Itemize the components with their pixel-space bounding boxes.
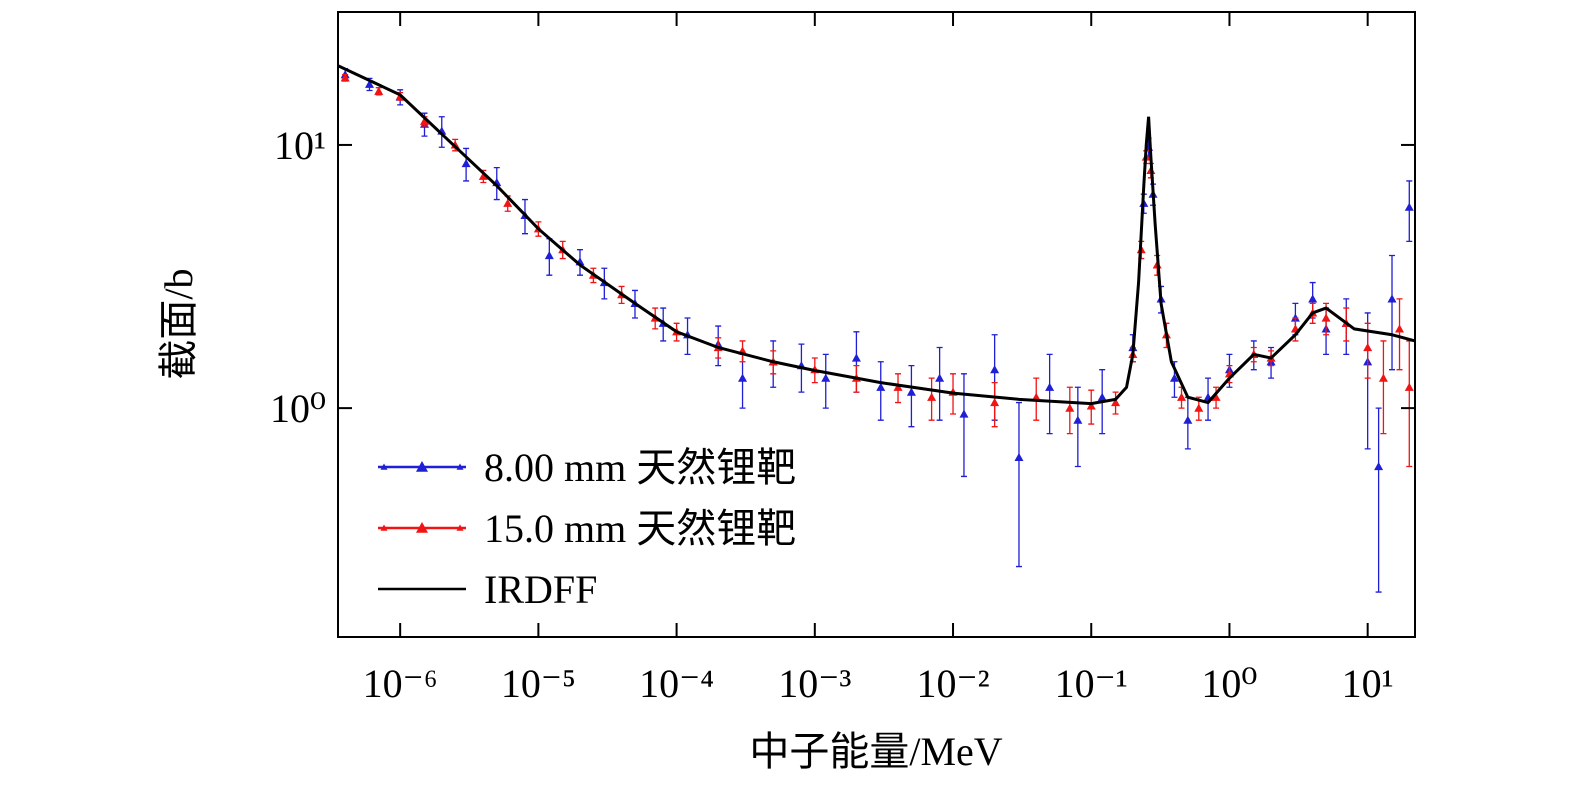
data-point bbox=[906, 387, 916, 396]
data-point bbox=[1211, 392, 1221, 401]
error-bar bbox=[960, 373, 967, 478]
data-point bbox=[738, 373, 748, 382]
legend-marker bbox=[380, 463, 388, 470]
data-point bbox=[1404, 382, 1414, 391]
error-bar bbox=[1375, 407, 1382, 593]
error-bar bbox=[1046, 353, 1053, 435]
data-point bbox=[503, 198, 513, 207]
error-bar bbox=[1406, 340, 1413, 468]
data-point bbox=[1073, 415, 1083, 424]
data-point bbox=[1374, 462, 1384, 471]
plot-area bbox=[338, 64, 1415, 593]
reference-line bbox=[338, 64, 1415, 406]
data-point bbox=[1111, 398, 1121, 407]
data-point bbox=[1065, 403, 1075, 412]
y-axis-label: 截面/b bbox=[156, 268, 201, 379]
x-tick-label: 10⁻² bbox=[916, 661, 989, 706]
data-point bbox=[1378, 373, 1388, 382]
data-point bbox=[1045, 382, 1055, 391]
data-point bbox=[1097, 392, 1107, 401]
data-point bbox=[927, 392, 937, 401]
data-point bbox=[959, 409, 969, 418]
legend-marker bbox=[416, 461, 428, 472]
error-bar bbox=[1406, 180, 1413, 243]
data-point bbox=[821, 373, 831, 382]
x-tick-label: 10⁻⁶ bbox=[363, 661, 438, 706]
data-point bbox=[1308, 294, 1318, 303]
error-bar bbox=[908, 365, 915, 428]
legend-label: 8.00 mm 天然锂靶 bbox=[484, 445, 796, 490]
data-point bbox=[876, 382, 886, 391]
data-point bbox=[851, 353, 861, 362]
data-point bbox=[1014, 452, 1024, 461]
data-point bbox=[478, 171, 488, 180]
data-point bbox=[990, 365, 1000, 374]
x-tick-label: 10⁻¹ bbox=[1055, 661, 1128, 706]
y-tick-label: 10⁰ bbox=[270, 386, 326, 431]
legend-marker bbox=[456, 463, 464, 470]
data-point bbox=[374, 86, 384, 95]
data-point bbox=[340, 73, 350, 82]
error-bar bbox=[1015, 401, 1022, 568]
data-point bbox=[420, 116, 430, 125]
x-axis-label: 中子能量/MeV bbox=[749, 729, 1002, 774]
error-bar bbox=[1074, 386, 1081, 468]
x-tick-label: 10¹ bbox=[1342, 661, 1394, 706]
data-point bbox=[461, 159, 471, 168]
data-point bbox=[1086, 401, 1096, 410]
data-point bbox=[365, 79, 375, 88]
data-point bbox=[935, 373, 945, 382]
data-point bbox=[544, 251, 554, 260]
error-bar bbox=[1380, 340, 1387, 435]
data-point bbox=[1183, 415, 1193, 424]
legend-marker bbox=[456, 524, 464, 531]
x-tick-label: 10⁻⁴ bbox=[639, 661, 714, 706]
legend-marker bbox=[380, 524, 388, 531]
plot-frame bbox=[337, 11, 1416, 638]
data-point bbox=[1363, 342, 1373, 352]
y-tick-label: 10¹ bbox=[274, 123, 326, 168]
data-point bbox=[1169, 373, 1179, 382]
data-point bbox=[893, 382, 903, 391]
error-bar bbox=[877, 361, 884, 421]
x-tick-label: 10⁻³ bbox=[778, 661, 851, 706]
error-bar bbox=[936, 346, 943, 421]
data-point bbox=[990, 398, 1000, 407]
data-point bbox=[1321, 313, 1331, 322]
error-bar bbox=[1389, 254, 1396, 371]
data-point bbox=[1387, 294, 1397, 303]
legend-marker bbox=[416, 522, 428, 533]
data-point bbox=[1177, 392, 1187, 401]
x-tick-label: 10⁰ bbox=[1201, 661, 1257, 706]
data-point bbox=[1404, 202, 1414, 211]
data-point bbox=[1395, 324, 1405, 333]
legend-label: IRDFF bbox=[484, 567, 597, 612]
error-bar bbox=[1396, 298, 1403, 371]
legend-label: 15.0 mm 天然锂靶 bbox=[484, 506, 796, 551]
x-tick-label: 10⁻⁵ bbox=[501, 661, 576, 706]
data-point bbox=[1194, 403, 1204, 412]
